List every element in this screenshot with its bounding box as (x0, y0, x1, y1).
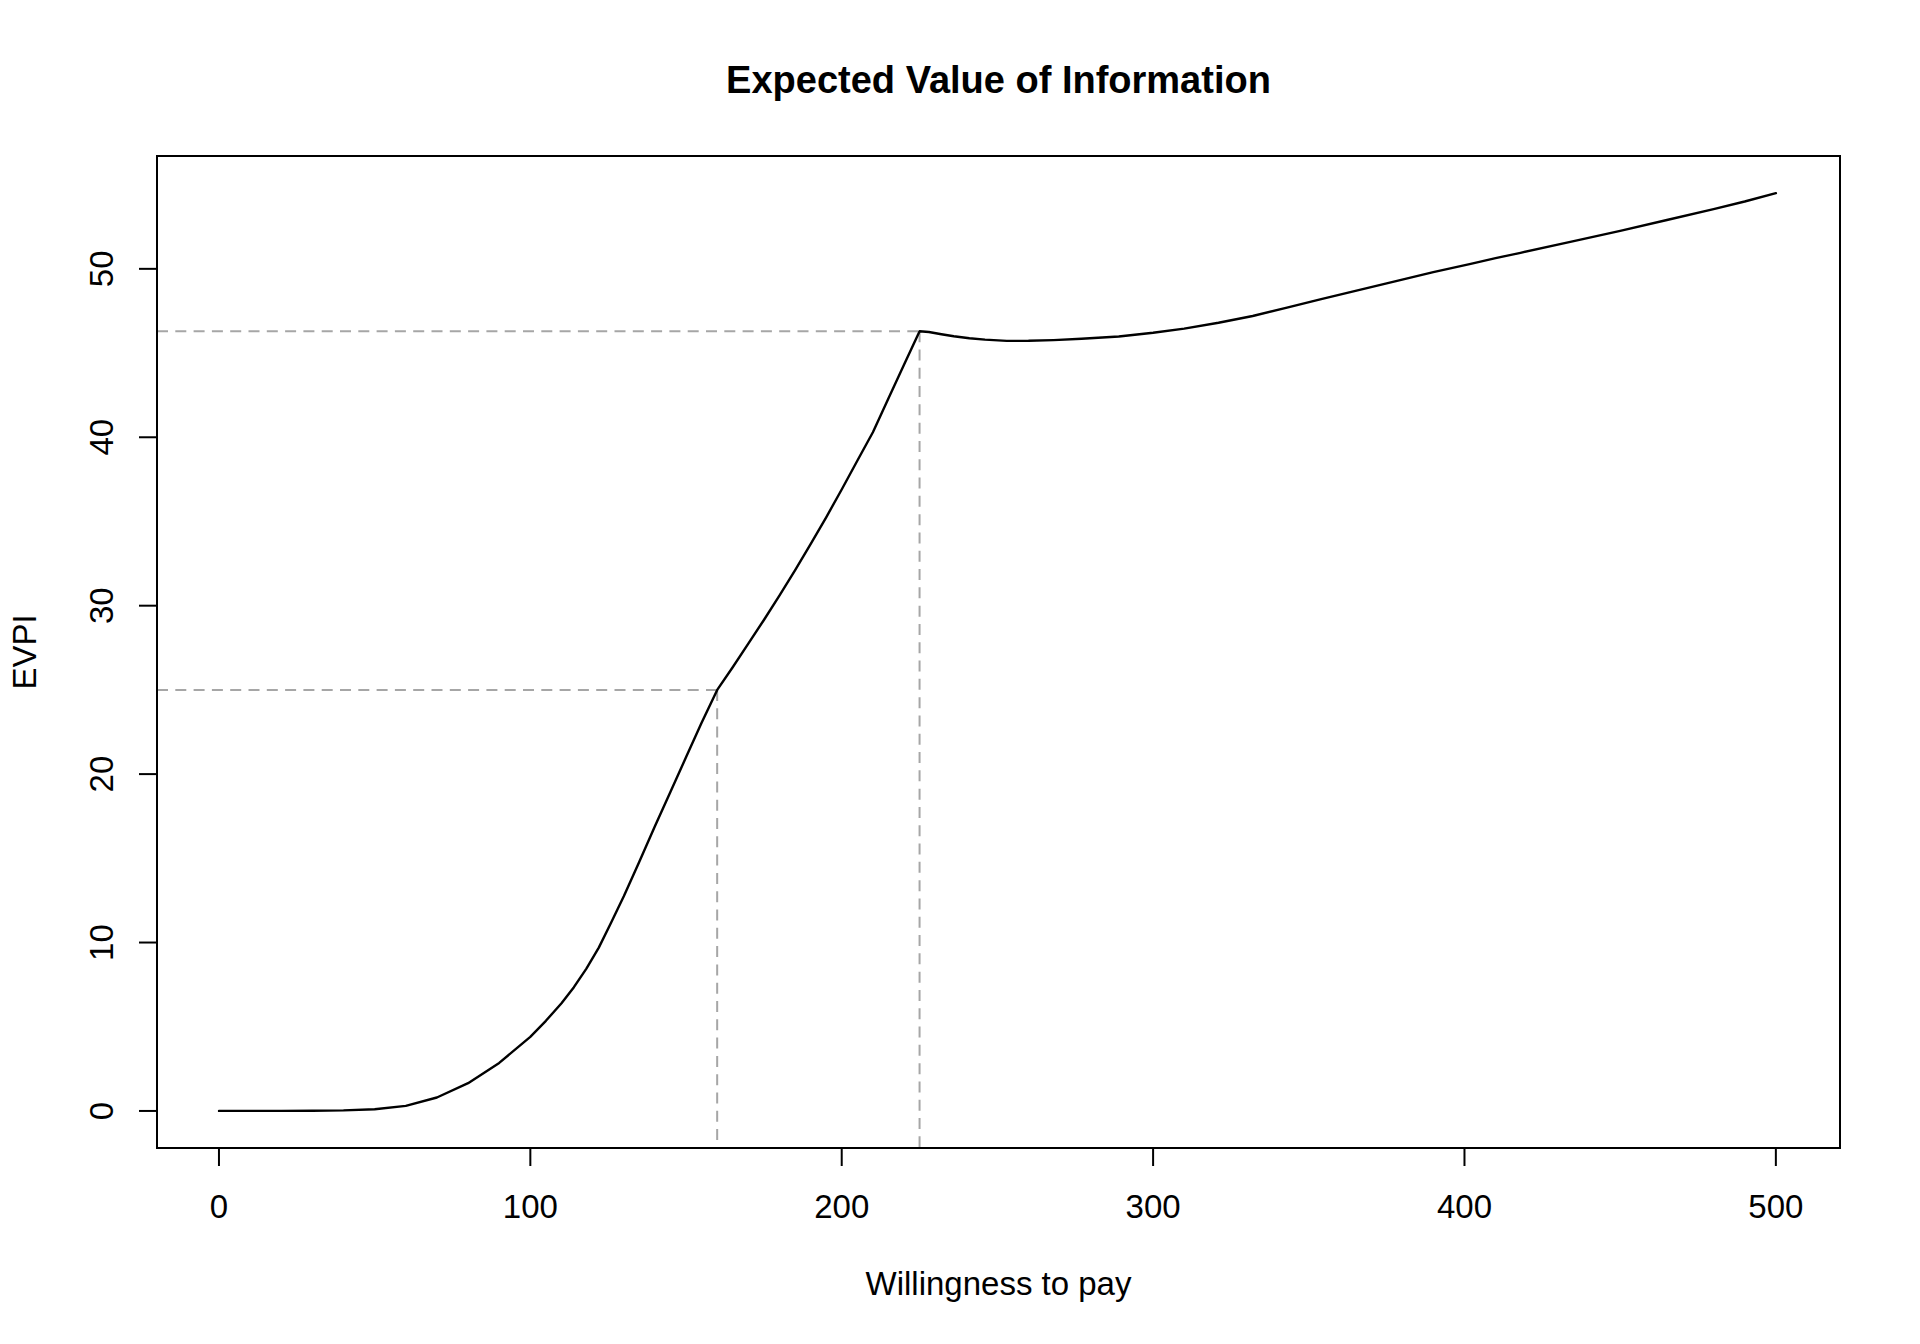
y-tick-label: 20 (83, 756, 120, 793)
y-tick-label: 50 (83, 250, 120, 287)
plot-border (157, 156, 1840, 1148)
x-tick-label: 200 (814, 1188, 869, 1225)
y-axis-label: EVPI (6, 614, 43, 689)
y-tick-label: 40 (83, 419, 120, 456)
plot-canvas: 0 100 200 300 400 500 0 10 20 30 40 50 Expected Val… (0, 0, 1920, 1344)
evpi-chart: 0 100 200 300 400 500 0 10 20 30 40 50 Expected Val… (0, 0, 1920, 1344)
x-tick-label: 500 (1748, 1188, 1803, 1225)
x-tick-label: 400 (1437, 1188, 1492, 1225)
x-tick-label: 300 (1126, 1188, 1181, 1225)
x-tick-label: 0 (210, 1188, 228, 1225)
x-tick-label: 100 (503, 1188, 558, 1225)
y-tick-label: 30 (83, 587, 120, 624)
chart-title: Expected Value of Information (726, 59, 1271, 101)
y-tick-label: 10 (83, 924, 120, 961)
x-axis-label: Willingness to pay (866, 1265, 1132, 1302)
y-tick-label: 0 (83, 1102, 120, 1120)
